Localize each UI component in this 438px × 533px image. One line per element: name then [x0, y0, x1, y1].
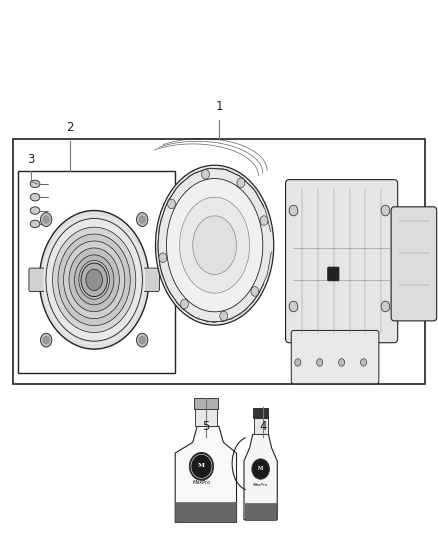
Circle shape [40, 213, 52, 227]
Bar [195, 408, 217, 426]
Circle shape [317, 359, 323, 366]
Circle shape [137, 333, 148, 347]
Ellipse shape [46, 219, 142, 341]
Polygon shape [244, 434, 277, 520]
Polygon shape [175, 426, 237, 522]
FancyBboxPatch shape [143, 268, 159, 292]
Ellipse shape [180, 197, 250, 293]
Circle shape [220, 311, 228, 321]
Text: 5: 5 [202, 420, 209, 433]
FancyBboxPatch shape [291, 330, 379, 384]
Ellipse shape [58, 234, 131, 326]
Ellipse shape [155, 165, 274, 325]
Ellipse shape [166, 179, 263, 312]
Circle shape [43, 216, 49, 223]
Bar [176, 502, 236, 522]
Bar [253, 408, 268, 418]
Circle shape [137, 213, 148, 227]
Ellipse shape [64, 241, 125, 319]
Bar [245, 503, 276, 520]
Ellipse shape [81, 263, 107, 296]
Ellipse shape [79, 261, 110, 299]
Circle shape [139, 336, 145, 344]
Ellipse shape [44, 216, 145, 344]
Circle shape [360, 359, 367, 366]
Ellipse shape [189, 453, 213, 480]
FancyBboxPatch shape [286, 180, 398, 343]
Bar [194, 398, 218, 409]
Text: 2: 2 [66, 122, 74, 134]
Ellipse shape [252, 459, 269, 479]
Circle shape [260, 216, 268, 225]
Ellipse shape [30, 180, 40, 188]
Bar [13, 139, 425, 384]
Ellipse shape [39, 211, 149, 349]
Circle shape [251, 287, 259, 296]
Circle shape [289, 205, 298, 216]
Ellipse shape [30, 220, 40, 228]
Ellipse shape [30, 207, 40, 214]
Circle shape [201, 169, 209, 179]
Bar [18, 171, 175, 373]
FancyBboxPatch shape [328, 267, 339, 281]
Ellipse shape [193, 216, 237, 274]
Circle shape [289, 301, 298, 312]
Text: 3: 3 [27, 154, 34, 166]
Circle shape [180, 300, 188, 309]
FancyBboxPatch shape [29, 268, 46, 292]
FancyBboxPatch shape [391, 207, 437, 321]
Text: MaxPro: MaxPro [253, 483, 268, 487]
Text: 4: 4 [259, 420, 267, 433]
Ellipse shape [30, 193, 40, 201]
Circle shape [139, 216, 145, 223]
Circle shape [381, 205, 390, 216]
Text: 1: 1 [215, 100, 223, 113]
Ellipse shape [86, 269, 102, 290]
Text: M: M [198, 463, 205, 469]
Circle shape [43, 336, 49, 344]
Bar [254, 417, 268, 434]
Text: M: M [258, 466, 263, 471]
Ellipse shape [74, 255, 114, 305]
Circle shape [237, 178, 245, 188]
Ellipse shape [53, 227, 136, 333]
Circle shape [381, 301, 390, 312]
Circle shape [339, 359, 345, 366]
Circle shape [168, 199, 176, 209]
Circle shape [40, 333, 52, 347]
Circle shape [159, 253, 167, 262]
Circle shape [295, 359, 301, 366]
Text: MaxPro: MaxPro [192, 480, 211, 485]
Ellipse shape [69, 248, 119, 312]
